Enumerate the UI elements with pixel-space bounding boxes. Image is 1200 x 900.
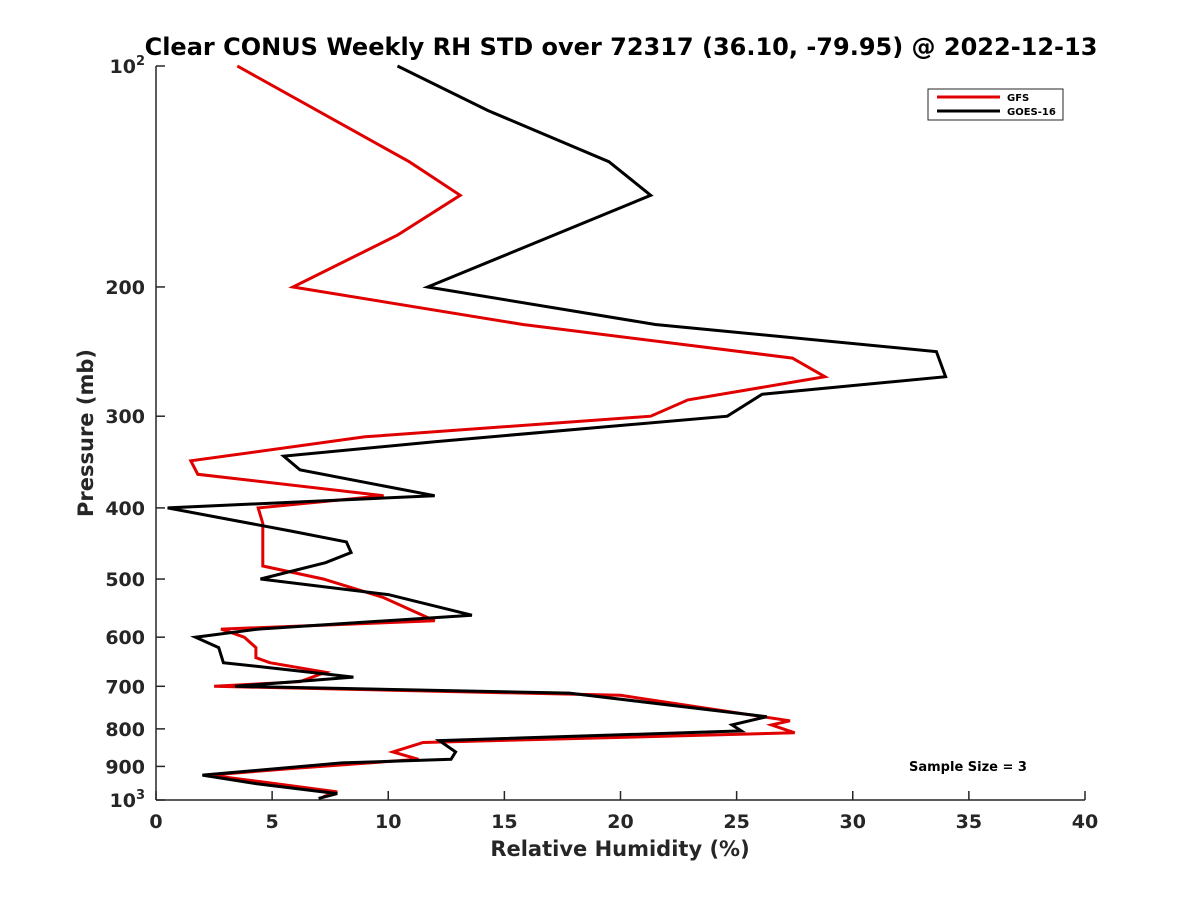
y-tick-label-exponent: 2 — [136, 54, 145, 69]
y-axis-label: Pressure (mb) — [74, 349, 98, 517]
y-tick-label-base: 10 — [110, 790, 136, 812]
y-tick-label-base: 500 — [105, 569, 145, 591]
y-tick-label: 400 — [105, 498, 145, 520]
y-tick-label-base: 300 — [105, 406, 145, 428]
y-tick-label-base: 800 — [105, 719, 145, 741]
x-tick-label: 15 — [491, 811, 517, 833]
y-tick-label-exponent: 3 — [136, 788, 145, 803]
legend: GFS GOES-16 — [927, 88, 1064, 121]
chart-title: Clear CONUS Weekly RH STD over 72317 (36… — [145, 33, 1098, 61]
legend-label: GFS — [1007, 93, 1029, 104]
y-tick-label-base: 600 — [105, 627, 145, 649]
ticks: 0 5 10 15 20 25 30 35 40102200300400500600700800… — [105, 54, 1098, 833]
x-tick-label: 5 — [266, 811, 279, 833]
x-tick-label: 20 — [607, 811, 633, 833]
y-tick-label-base: 10 — [110, 56, 136, 78]
y-tick-label: 103 — [110, 788, 146, 812]
x-tick-label: 35 — [956, 811, 982, 833]
x-tick-label: 0 — [149, 811, 162, 833]
x-axis-label: Relative Humidity (%) — [490, 837, 749, 861]
y-tick-label: 600 — [105, 627, 145, 649]
legend-label: GOES-16 — [1007, 107, 1056, 118]
series-line-goes-16 — [167, 64, 948, 800]
y-tick-label: 500 — [105, 569, 145, 591]
y-tick-label-base: 700 — [105, 676, 145, 698]
y-tick-label-base: 200 — [105, 277, 145, 299]
x-tick-label: 40 — [1072, 811, 1098, 833]
x-tick-label: 30 — [840, 811, 866, 833]
series-line-gfs — [188, 64, 830, 799]
y-tick-label: 102 — [110, 54, 146, 78]
y-tick-label: 900 — [105, 756, 145, 778]
x-tick-label: 10 — [375, 811, 401, 833]
x-tick-label: 25 — [723, 811, 749, 833]
y-tick-label: 800 — [105, 719, 145, 741]
y-tick-label-base: 900 — [105, 756, 145, 778]
legend-box — [927, 88, 1064, 121]
y-tick-label-base: 400 — [105, 498, 145, 520]
y-tick-label: 700 — [105, 676, 145, 698]
y-tick-label: 200 — [105, 277, 145, 299]
series-lines — [167, 64, 948, 800]
sample-size-annotation: Sample Size = 3 — [909, 760, 1027, 775]
y-tick-label: 300 — [105, 406, 145, 428]
axes — [155, 66, 1085, 801]
